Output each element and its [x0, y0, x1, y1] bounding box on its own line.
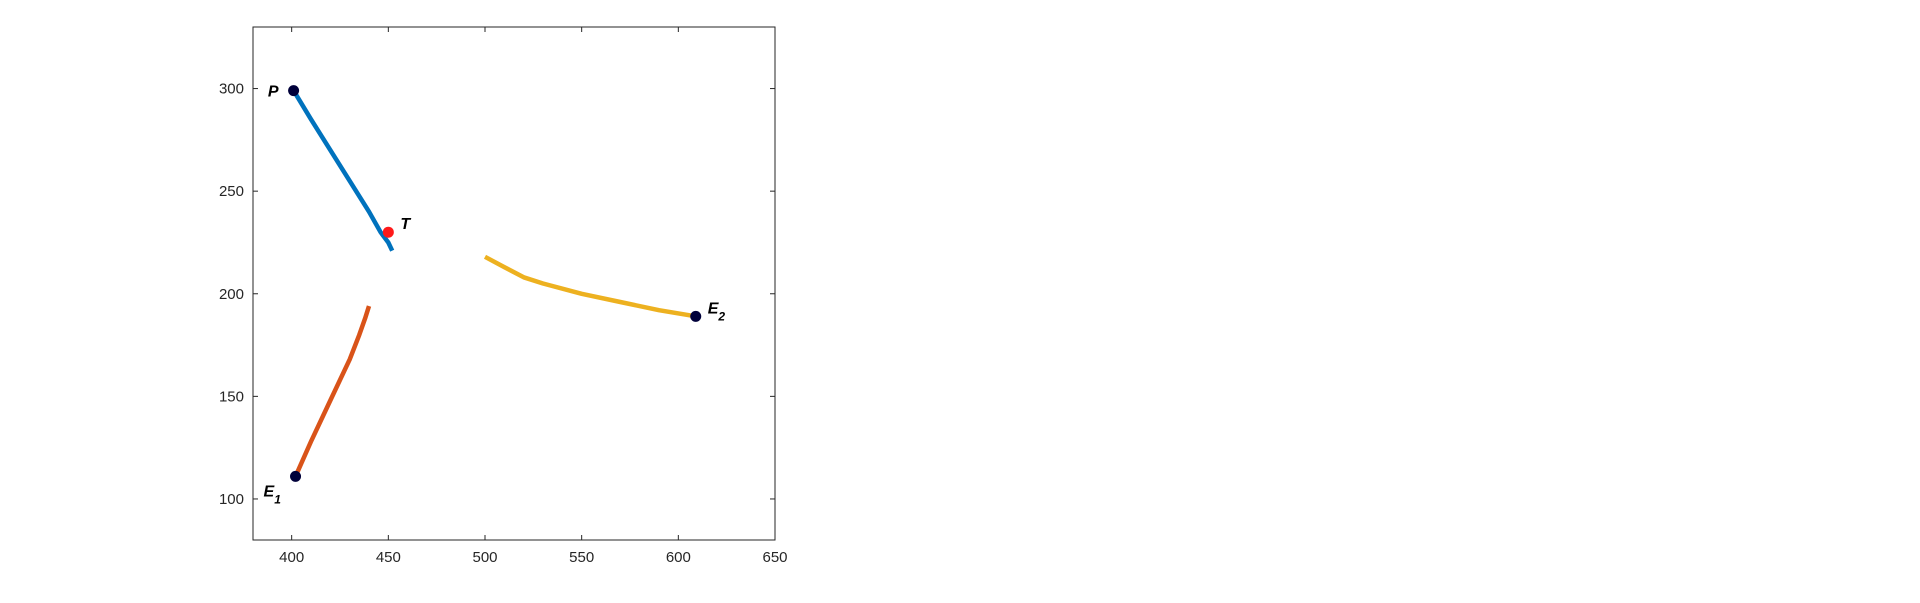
y-tick-label: 300	[219, 81, 244, 98]
point-label-subscript: 1	[274, 492, 281, 506]
y-tick-label: 150	[219, 388, 244, 405]
point-marker-t	[382, 226, 394, 238]
x-tick-label: 400	[279, 549, 304, 566]
series-line-1	[291, 89, 395, 252]
y-tick-label: 100	[219, 491, 244, 508]
series-line-3	[483, 254, 697, 319]
y-tick-label: 250	[219, 183, 244, 200]
x-tick-label: 450	[376, 549, 401, 566]
x-tick-label: 650	[762, 549, 787, 566]
point-label-subscript: 2	[717, 309, 725, 323]
point-marker-e1	[290, 470, 302, 482]
point-label-t: T	[400, 216, 411, 233]
point-marker-e2	[690, 310, 702, 322]
x-tick-label: 600	[666, 549, 691, 566]
series-line-2	[293, 305, 372, 478]
x-tick-label: 550	[569, 549, 594, 566]
point-label-p: P	[268, 84, 279, 101]
plot-area	[253, 27, 775, 540]
axes-layer: 400 450 500 550 600 650 100 150 200 250 300	[219, 26, 788, 566]
y-tick-label: 200	[219, 286, 244, 303]
x-tick-label: 500	[472, 549, 497, 566]
series-layer	[291, 89, 697, 478]
axes-box	[252, 26, 776, 541]
point-marker-p	[288, 85, 300, 97]
